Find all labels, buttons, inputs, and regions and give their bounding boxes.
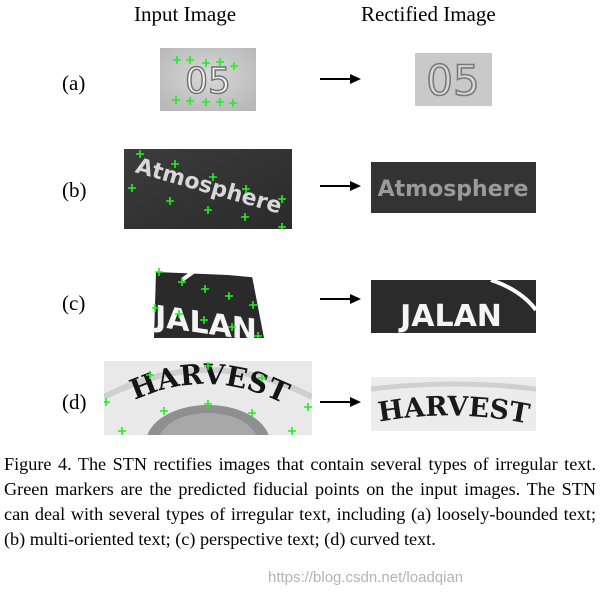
arrow-right-icon <box>320 181 361 191</box>
row-label-d: (d) <box>62 390 87 414</box>
rectified-text-c: JALAN <box>398 299 502 333</box>
rectified-image-a: 05 <box>415 53 492 106</box>
fiducial-markers-a <box>172 56 238 107</box>
figure-caption: Figure 4. The STN rectifies images that … <box>4 452 596 552</box>
row-label-a: (a) <box>62 71 86 95</box>
input-image-header: Input Image <box>134 2 237 26</box>
fiducial-markers-d <box>104 362 312 435</box>
fiducial-point-icon <box>186 56 194 64</box>
rectified-text-a: 05 <box>426 56 479 105</box>
fiducial-point-icon <box>258 374 266 382</box>
row-label-b: (b) <box>62 178 87 202</box>
fiducial-point-icon <box>204 400 212 408</box>
arrow-right-icon <box>320 294 361 304</box>
input-image-d: HARVEST <box>104 361 312 435</box>
fiducial-point-icon <box>225 292 233 300</box>
fiducial-point-icon <box>178 278 186 286</box>
fiducial-point-icon <box>146 371 154 379</box>
rectified-text-b: Atmosphere <box>378 177 529 202</box>
fiducial-point-icon <box>241 213 249 221</box>
fiducial-point-icon <box>254 332 262 338</box>
fiducial-point-icon <box>155 268 163 276</box>
input-image-b: Atmosphere <box>124 149 292 229</box>
rectified-image-d: HARVEST <box>371 377 536 431</box>
fiducial-markers-c <box>152 268 262 338</box>
fiducial-point-icon <box>229 99 237 107</box>
fiducial-point-icon <box>216 98 224 106</box>
fiducial-point-icon <box>230 62 238 70</box>
fiducial-point-icon <box>186 97 194 105</box>
fiducial-point-icon <box>172 96 180 104</box>
fiducial-point-icon <box>152 304 159 312</box>
rectified-image-header: Rectified Image <box>361 2 496 26</box>
fiducial-point-icon <box>204 206 212 214</box>
fiducial-point-icon <box>201 285 209 293</box>
fiducial-point-icon <box>173 56 181 64</box>
fiducial-point-icon <box>166 197 174 205</box>
fiducial-markers-b <box>128 150 286 229</box>
fiducial-point-icon <box>104 398 110 406</box>
fiducial-point-icon <box>288 427 296 435</box>
rectified-image-c: JALAN <box>371 280 536 333</box>
watermark: https://blog.csdn.net/loadqian <box>268 569 464 586</box>
row-label-c: (c) <box>62 291 86 315</box>
arrow-right-icon <box>320 397 361 407</box>
fiducial-point-icon <box>278 223 286 229</box>
fiducial-point-icon <box>128 184 136 192</box>
fiducial-point-icon <box>175 310 183 318</box>
fiducial-point-icon <box>249 301 257 309</box>
input-text-a: 05 <box>185 61 231 102</box>
fiducial-point-icon <box>248 409 256 417</box>
fiducial-point-icon <box>160 407 168 415</box>
caption-text: Figure 4. The STN rectifies images that … <box>4 454 596 549</box>
fiducial-point-icon <box>216 58 224 66</box>
fiducial-point-icon <box>118 427 126 435</box>
input-image-c: JALAN <box>152 268 264 338</box>
fiducial-point-icon <box>200 316 208 324</box>
rectified-image-b: Atmosphere <box>371 162 536 213</box>
fiducial-point-icon <box>228 323 236 331</box>
fiducial-point-icon <box>171 160 179 168</box>
input-image-a: 05 <box>160 48 256 111</box>
arrow-right-icon <box>320 74 361 84</box>
fiducial-point-icon <box>209 173 217 181</box>
fiducial-point-icon <box>202 59 210 67</box>
fiducial-point-icon <box>136 150 144 158</box>
fiducial-point-icon <box>204 362 212 370</box>
fiducial-point-icon <box>242 185 250 193</box>
fiducial-point-icon <box>304 403 312 411</box>
fiducial-point-icon <box>278 195 286 203</box>
fiducial-point-icon <box>202 98 210 106</box>
